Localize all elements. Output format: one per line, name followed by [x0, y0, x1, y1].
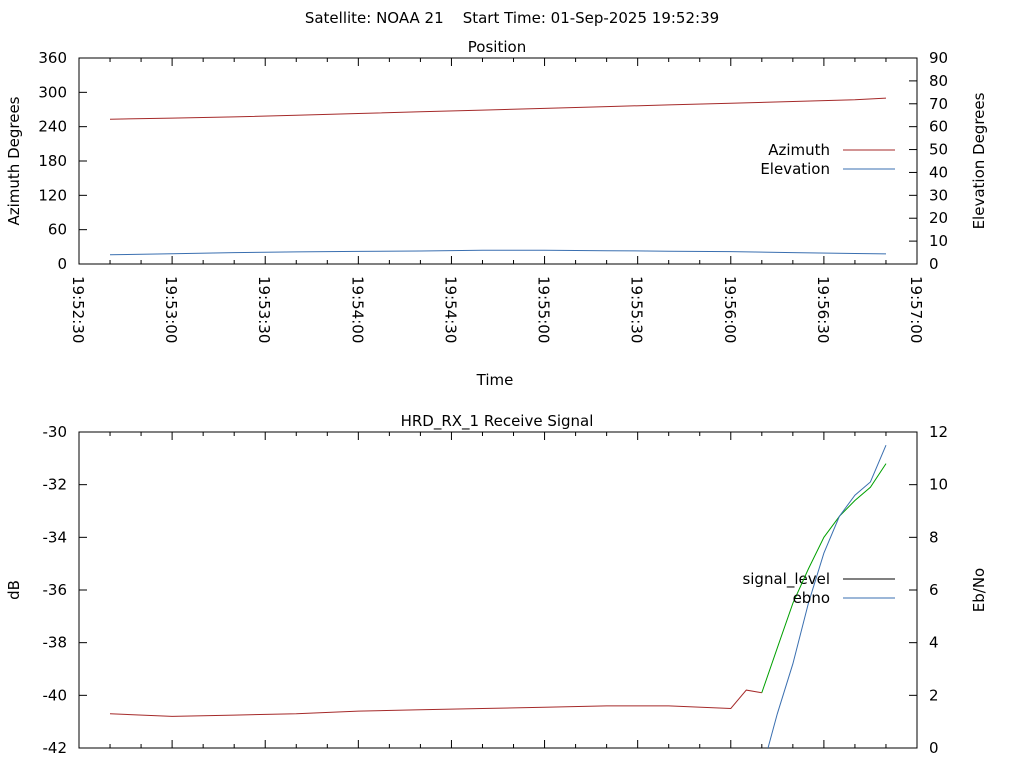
- y2-tick-label: 50: [929, 141, 948, 159]
- y2-tick-label: 0: [929, 255, 939, 273]
- chart-title: Position: [468, 38, 526, 56]
- y-tick-label: 120: [38, 186, 67, 204]
- y2-tick-label: 6: [929, 581, 939, 599]
- legend-label: signal_level: [742, 570, 830, 589]
- x-tick-label: 19:56:30: [814, 276, 832, 343]
- page-title: Satellite: NOAA 21 Start Time: 01-Sep-20…: [305, 9, 719, 27]
- x-tick-label: 19:55:30: [628, 276, 646, 343]
- y-axis-label: Azimuth Degrees: [5, 96, 23, 225]
- series-line-Elevation: [109, 249, 887, 256]
- x-tick-label: 19:54:00: [348, 276, 366, 343]
- y2-tick-label: 60: [929, 118, 948, 136]
- x-tick-label: 19:54:30: [441, 276, 459, 343]
- y-tick-label: 180: [38, 152, 67, 170]
- y-tick-label: -32: [43, 476, 68, 494]
- y2-tick-label: 80: [929, 72, 948, 90]
- y2-tick-label: 20: [929, 209, 948, 227]
- series-line-signal_level: [109, 689, 762, 717]
- legend-label: Elevation: [760, 160, 830, 178]
- x-tick-label: 19:52:30: [69, 276, 87, 343]
- y2-tick-label: 12: [929, 423, 948, 441]
- y2-axis-label: Eb/No: [970, 568, 988, 612]
- y2-tick-label: 0: [929, 739, 939, 757]
- y2-tick-label: 10: [929, 232, 948, 250]
- y2-axis-label: Elevation Degrees: [970, 92, 988, 229]
- y2-tick-label: 70: [929, 95, 948, 113]
- y-tick-label: -36: [43, 581, 68, 599]
- y2-tick-label: 8: [929, 528, 939, 546]
- x-tick-label: 19:53:30: [255, 276, 273, 343]
- x-tick-label: 19:53:00: [162, 276, 180, 343]
- x-tick-label: 19:56:00: [721, 276, 739, 343]
- series-line-series-1: [761, 463, 887, 693]
- x-tick-label: 19:55:00: [535, 276, 553, 343]
- x-tick-label: 19:57:00: [907, 276, 925, 343]
- legend-label: Azimuth: [768, 141, 830, 159]
- y-tick-label: -42: [43, 739, 68, 757]
- y2-tick-label: 40: [929, 163, 948, 181]
- legend-label: ebno: [793, 589, 830, 607]
- y2-tick-label: 4: [929, 634, 939, 652]
- y2-tick-label: 90: [929, 49, 948, 67]
- y-axis-label: dB: [5, 580, 23, 600]
- y-tick-label: -38: [43, 634, 68, 652]
- y-tick-label: 360: [38, 49, 67, 67]
- plot-frame: [78, 431, 918, 749]
- y2-tick-label: 10: [929, 476, 948, 494]
- series-line-ebno: [767, 445, 887, 748]
- y-tick-label: 0: [57, 255, 67, 273]
- y-tick-label: 240: [38, 118, 67, 136]
- series-line-Azimuth: [109, 97, 887, 120]
- y-tick-label: -34: [43, 528, 68, 546]
- y-tick-label: -30: [43, 423, 68, 441]
- y-tick-label: 300: [38, 83, 67, 101]
- x-axis-label: Time: [476, 371, 514, 389]
- chart-title: HRD_RX_1 Receive Signal: [401, 412, 594, 431]
- y2-tick-label: 30: [929, 186, 948, 204]
- y2-tick-label: 2: [929, 686, 939, 704]
- y-tick-label: -40: [43, 686, 68, 704]
- y-tick-label: 60: [48, 221, 67, 239]
